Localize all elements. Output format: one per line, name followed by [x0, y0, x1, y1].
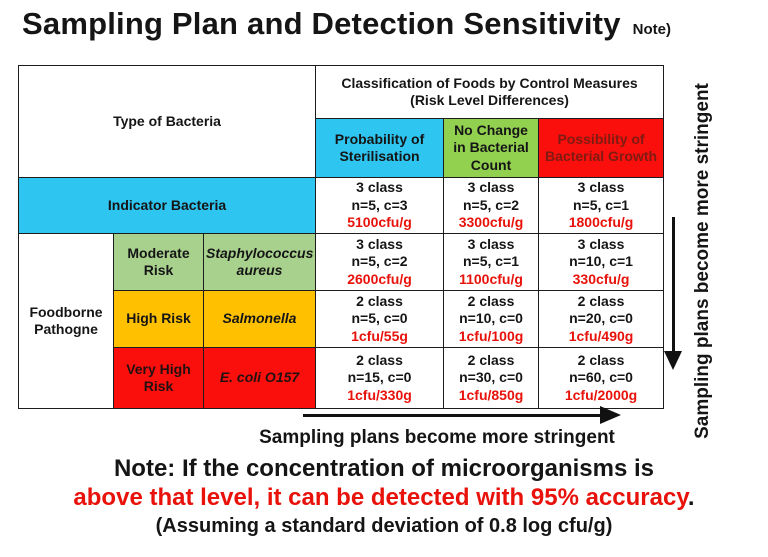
cell-plan: n=10, c=1: [569, 253, 633, 270]
cell-plan: n=10, c=0: [459, 310, 523, 327]
note-line-2-red: above that level, it can be detected wit…: [73, 484, 688, 511]
cell-plan: n=5, c=2: [462, 196, 520, 213]
cell-limit: 1800cfu/g: [568, 214, 634, 231]
cell-class: 3 class: [467, 235, 515, 252]
cell-class: 2 class: [356, 351, 403, 368]
cell-class: 3 class: [356, 179, 403, 196]
cell-veryhigh-col3: 2 class n=60, c=0 1cfu/2000g: [538, 347, 665, 409]
cell-class: 2 class: [467, 292, 515, 309]
cell-plan: n=5, c=1: [462, 253, 520, 270]
column-header-growth: Possibility of Bacterial Growth: [538, 118, 665, 178]
cell-plan: n=5, c=2: [351, 253, 408, 270]
risk-label-very-high: Very High Risk: [113, 347, 204, 409]
cell-indicator-col2: 3 class n=5, c=2 3300cfu/g: [443, 177, 540, 234]
organism-staphylococcus: Staphylococcus aureus: [202, 233, 317, 291]
cell-class: 2 class: [577, 292, 625, 309]
cell-limit: 1cfu/55g: [351, 327, 408, 344]
cell-moderate-col3: 3 class n=10, c=1 330cfu/g: [538, 233, 665, 291]
cell-veryhigh-col1: 2 class n=15, c=0 1cfu/330g: [315, 347, 445, 409]
cell-limit: 1cfu/490g: [568, 327, 634, 344]
sampling-plan-table: Type of Bacteria Classification of Foods…: [17, 65, 665, 409]
column-header-no-change: No Change in Bacterial Count: [443, 118, 540, 178]
row-header-indicator-bacteria: Indicator Bacteria: [17, 177, 317, 234]
column-header-sterilisation: Probability of Sterilisation: [315, 118, 445, 178]
risk-label-moderate: Moderate Risk: [113, 233, 204, 291]
page-title: Sampling Plan and Detection Sensitivity: [22, 6, 621, 41]
cell-high-col1: 2 class n=5, c=0 1cfu/55g: [315, 290, 445, 348]
bottom-arrow-line: [303, 414, 602, 417]
cell-limit: 1cfu/100g: [458, 327, 524, 344]
cell-plan: n=5, c=0: [351, 310, 408, 327]
note-line-2: above that level, it can be detected wit…: [0, 484, 768, 512]
cell-limit: 2600cfu/g: [347, 270, 412, 287]
cell-class: 2 class: [356, 292, 403, 309]
cell-high-col3: 2 class n=20, c=0 1cfu/490g: [538, 290, 665, 348]
cell-limit: 1cfu/2000g: [564, 386, 638, 403]
right-arrow-caption: Sampling plans become more stringent: [692, 83, 713, 439]
note-line-3: (Assuming a standard deviation of 0.8 lo…: [155, 515, 613, 537]
cell-indicator-col3: 3 class n=5, c=1 1800cfu/g: [538, 177, 665, 234]
cell-plan: n=15, c=0: [347, 369, 412, 386]
cell-indicator-col1: 3 class n=5, c=3 5100cfu/g: [315, 177, 445, 234]
cell-limit: 1cfu/330g: [347, 386, 412, 403]
cell-class: 2 class: [577, 351, 625, 368]
cell-plan: n=5, c=1: [573, 196, 630, 213]
title-note-ref: Note): [632, 21, 671, 38]
title-bar: Sampling Plan and Detection Sensitivity …: [22, 6, 671, 42]
organism-salmonella: Salmonella: [202, 290, 317, 348]
cell-limit: 1100cfu/g: [459, 270, 523, 287]
note-line-1: Note: If the concentration of microorgan…: [113, 455, 655, 482]
cell-limit: 3300cfu/g: [458, 214, 524, 231]
right-arrow-line: [672, 217, 675, 353]
right-arrow-head-icon: [664, 351, 682, 370]
cell-class: 2 class: [467, 351, 515, 368]
note-line-2-period: .: [687, 484, 695, 511]
cell-plan: n=60, c=0: [569, 369, 633, 386]
bottom-arrow-caption: Sampling plans become more stringent: [259, 427, 615, 448]
classification-subtitle: (Risk Level Differences): [410, 92, 569, 108]
cell-plan: n=20, c=0: [569, 310, 633, 327]
cell-class: 3 class: [467, 179, 515, 196]
cell-moderate-col1: 3 class n=5, c=2 2600cfu/g: [315, 233, 445, 291]
cell-plan: n=30, c=0: [459, 369, 523, 386]
cell-class: 3 class: [577, 179, 625, 196]
cell-limit: 5100cfu/g: [347, 214, 412, 231]
cell-plan: n=5, c=3: [351, 196, 408, 213]
organism-ecoli-o157: E. coli O157: [202, 347, 317, 409]
type-of-bacteria-header: Type of Bacteria: [17, 65, 317, 178]
row-group-foodborne-pathogen: Foodborne Pathogne: [18, 233, 114, 409]
cell-class: 3 class: [356, 235, 403, 252]
cell-class: 3 class: [577, 235, 625, 252]
classification-title: Classification of Foods by Control Measu…: [341, 74, 638, 91]
cell-high-col2: 2 class n=10, c=0 1cfu/100g: [443, 290, 540, 348]
cell-veryhigh-col2: 2 class n=30, c=0 1cfu/850g: [443, 347, 540, 409]
cell-limit: 330cfu/g: [572, 270, 630, 287]
bottom-arrow-head-icon: [600, 406, 621, 424]
cell-limit: 1cfu/850g: [458, 386, 524, 403]
classification-header: Classification of Foods by Control Measu…: [315, 65, 665, 119]
cell-moderate-col2: 3 class n=5, c=1 1100cfu/g: [443, 233, 540, 291]
risk-label-high: High Risk: [113, 290, 204, 348]
